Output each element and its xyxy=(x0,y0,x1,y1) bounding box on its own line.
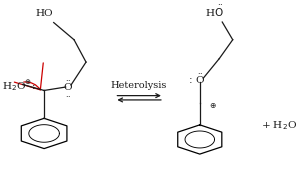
Text: H$\ddot{\rm{O}}$: H$\ddot{\rm{O}}$ xyxy=(205,3,224,19)
FancyArrowPatch shape xyxy=(14,63,43,90)
Text: $\cdot\!\cdot$: $\cdot\!\cdot$ xyxy=(65,90,71,99)
Text: Heterolysis: Heterolysis xyxy=(111,81,167,90)
Text: + H$_2$O: + H$_2$O xyxy=(261,119,297,132)
Text: O: O xyxy=(196,76,204,85)
Text: $\cdot\!\cdot$: $\cdot\!\cdot$ xyxy=(197,67,203,76)
Text: HO: HO xyxy=(35,9,53,18)
Text: H$_2$O$^{\oplus}$:: H$_2$O$^{\oplus}$: xyxy=(2,78,36,93)
Text: $\cdot\!\cdot$: $\cdot\!\cdot$ xyxy=(65,74,71,83)
Text: $\oplus$: $\oplus$ xyxy=(209,101,217,110)
Text: O: O xyxy=(64,83,72,91)
Text: :: : xyxy=(188,75,192,85)
